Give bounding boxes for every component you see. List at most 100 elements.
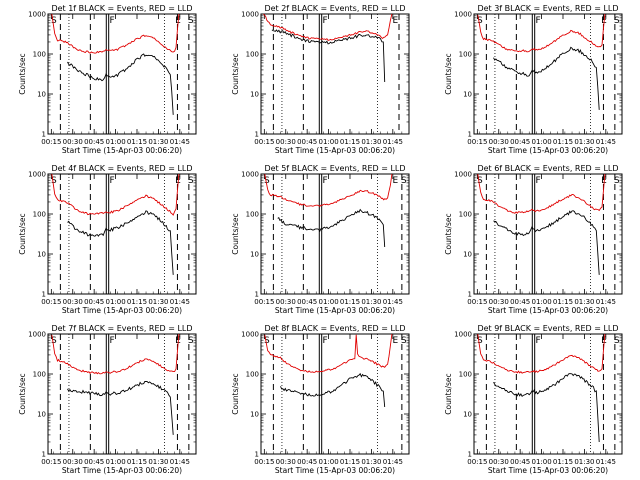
x-tick-label: 00:30	[276, 138, 296, 146]
y-axis-label: Counts/sec	[444, 53, 453, 94]
y-tick-label: 1000	[454, 331, 472, 339]
events-series-line	[271, 29, 386, 83]
x-tick-label: 00:45	[510, 138, 530, 146]
x-tick-label: 01:15	[553, 458, 573, 466]
x-tick-label: 01:45	[596, 458, 616, 466]
y-tick-label: 100	[459, 51, 472, 59]
y-tick-label: 100	[246, 211, 259, 219]
subplot-2: Det 2f BLACK = Events, RED = LLD 1 10 100 10…	[231, 4, 410, 155]
event-marker-label: S	[264, 336, 270, 346]
y-tick-label: 1	[468, 131, 472, 139]
subplot-title: Det 6f BLACK = Events, RED = LLD	[477, 164, 618, 173]
events-series-line	[493, 210, 600, 275]
y-tick-label: 1000	[241, 331, 259, 339]
y-axis-label: Counts/sec	[18, 213, 27, 254]
event-marker-label: S	[51, 176, 57, 186]
x-tick-label: 01:00	[318, 458, 338, 466]
y-tick-label: 100	[459, 371, 472, 379]
event-marker-label: S	[614, 176, 620, 186]
event-marker-label: S	[51, 336, 57, 346]
x-tick-label: 00:30	[489, 138, 509, 146]
x-tick-label: 00:15	[467, 138, 487, 146]
x-tick-label: 01:00	[105, 458, 125, 466]
y-tick-label: 1000	[241, 11, 259, 19]
x-tick-label: 00:45	[510, 298, 530, 306]
x-tick-label: 01:45	[596, 298, 616, 306]
lld-series-line	[264, 333, 393, 373]
event-marker-label: F	[535, 176, 540, 186]
x-tick-label: 01:15	[340, 298, 360, 306]
y-tick-label: 100	[33, 211, 46, 219]
x-tick-label: 01:30	[148, 458, 168, 466]
x-tick-label: 00:15	[254, 298, 274, 306]
y-axis-label: Counts/sec	[444, 213, 453, 254]
x-tick-label: 01:45	[170, 298, 190, 306]
x-tick-label: 00:30	[276, 458, 296, 466]
y-tick-label: 10	[463, 411, 472, 419]
y-tick-label: 100	[246, 51, 259, 59]
y-tick-label: 1	[42, 451, 46, 459]
x-tick-label: 00:15	[41, 298, 61, 306]
x-tick-label: 00:15	[467, 298, 487, 306]
lld-series-line	[477, 173, 606, 214]
y-tick-label: 1	[42, 291, 46, 299]
y-tick-label: 1	[255, 131, 259, 139]
event-marker-label: F	[109, 176, 114, 186]
event-marker-label: F	[322, 16, 327, 26]
x-tick-label: 00:45	[297, 458, 317, 466]
event-marker-label: S	[477, 176, 483, 186]
events-series-line	[67, 210, 174, 275]
event-marker-label: S	[401, 176, 407, 186]
x-tick-label: 00:45	[84, 458, 104, 466]
x-tick-label: 01:45	[170, 138, 190, 146]
x-tick-label: 00:15	[467, 458, 487, 466]
plot-frame	[260, 173, 410, 295]
x-tick-label: 01:15	[127, 458, 147, 466]
event-marker-label: S	[477, 16, 483, 26]
y-tick-label: 1	[468, 451, 472, 459]
x-axis-label: Start Time (15-Apr-03 00:06:20)	[275, 306, 395, 315]
subplot-title: Det 1f BLACK = Events, RED = LLD	[51, 4, 192, 13]
x-tick-label: 01:45	[596, 138, 616, 146]
x-tick-label: 01:30	[361, 458, 381, 466]
x-tick-label: 01:00	[105, 138, 125, 146]
x-axis-label: Start Time (15-Apr-03 00:06:20)	[62, 466, 182, 475]
x-tick-label: 01:00	[531, 458, 551, 466]
x-tick-label: 01:30	[574, 458, 594, 466]
x-tick-label: 01:45	[383, 458, 403, 466]
y-axis-label: Counts/sec	[18, 53, 27, 94]
x-axis-label: Start Time (15-Apr-03 00:06:20)	[275, 146, 395, 155]
event-marker-label: S	[51, 16, 57, 26]
y-axis-label: Counts/sec	[444, 373, 453, 414]
event-marker-label: F	[535, 336, 540, 346]
y-tick-label: 1000	[28, 11, 46, 19]
subplot-5: Det 5f BLACK = Events, RED = LLD 1 10 100 10…	[231, 164, 410, 315]
y-tick-label: 1000	[454, 171, 472, 179]
x-tick-label: 01:30	[148, 298, 168, 306]
subplot-title: Det 4f BLACK = Events, RED = LLD	[51, 164, 192, 173]
event-marker-label: E	[392, 176, 398, 186]
y-tick-label: 10	[250, 251, 259, 259]
events-series-line	[493, 373, 600, 443]
event-marker-label: S	[264, 176, 270, 186]
subplot-title: Det 8f BLACK = Events, RED = LLD	[264, 324, 405, 333]
subplot-title: Det 5f BLACK = Events, RED = LLD	[264, 164, 405, 173]
lld-series-line	[477, 13, 606, 53]
plot-frame	[47, 13, 197, 135]
plot-frame	[473, 333, 623, 455]
x-axis-label: Start Time (15-Apr-03 00:06:20)	[62, 306, 182, 315]
subplot-9: Det 9f BLACK = Events, RED = LLD 1 10 100 10…	[444, 324, 623, 475]
x-tick-label: 01:30	[361, 298, 381, 306]
x-tick-label: 01:15	[553, 298, 573, 306]
x-tick-label: 01:00	[318, 298, 338, 306]
plot-frame	[473, 173, 623, 295]
event-marker-label: S	[614, 336, 620, 346]
x-tick-label: 01:00	[318, 138, 338, 146]
plot-frame	[47, 173, 197, 295]
x-tick-label: 00:45	[297, 138, 317, 146]
x-tick-label: 01:00	[105, 298, 125, 306]
x-axis-label: Start Time (15-Apr-03 00:06:20)	[488, 466, 608, 475]
y-tick-label: 100	[459, 211, 472, 219]
x-tick-label: 01:00	[531, 298, 551, 306]
x-tick-label: 00:15	[41, 458, 61, 466]
